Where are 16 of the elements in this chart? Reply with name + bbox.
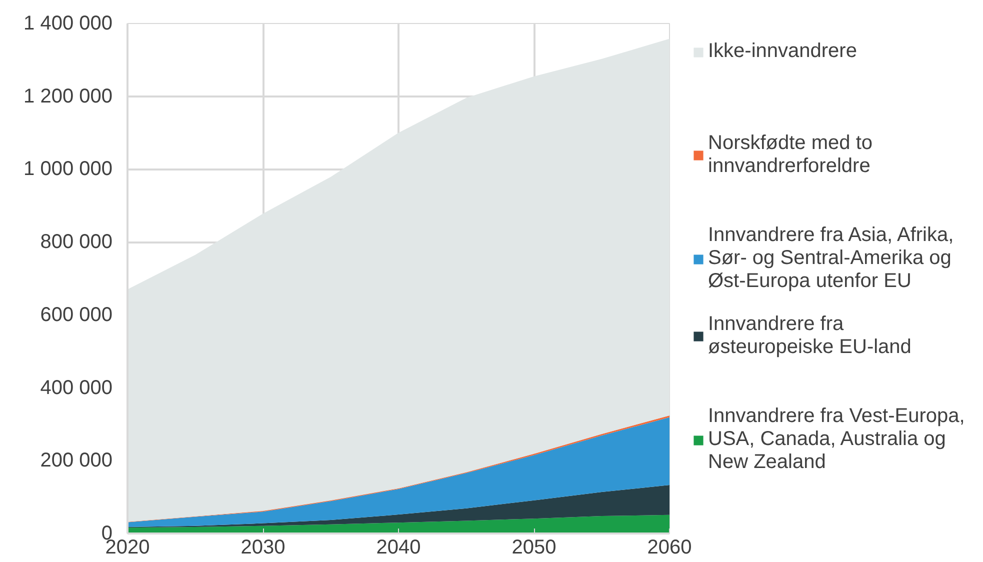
legend-label: Ikke-innvandrere — [708, 40, 857, 64]
x-tick-label: 2040 — [376, 536, 421, 558]
y-tick-label: 800 000 — [40, 231, 112, 254]
legend-label: Norskfødte med to innvandrerforeldre — [708, 132, 873, 178]
y-tick-label: 1 200 000 — [24, 85, 113, 108]
y-tick-label: 200 000 — [40, 450, 112, 472]
legend-label: Innvandrere fra Asia, Afrika, Sør- og Sentral-Amerika og Øst-Europa utenfor EU — [708, 224, 954, 293]
x-tick-label: 2050 — [512, 536, 556, 558]
legend-label: Innvandrere fra Vest-Europa, USA, Canada, Australia og New Zealand — [708, 405, 965, 474]
y-tick-label: 1 400 000 — [24, 12, 113, 34]
y-tick-label: 400 000 — [40, 376, 112, 399]
y-tick-label: 600 000 — [40, 304, 112, 326]
y-tick-label: 1 000 000 — [24, 158, 113, 180]
x-tick-label: 2030 — [240, 536, 286, 558]
x-tick-label: 2060 — [647, 536, 692, 558]
legend-label: Innvandrere fra østeuropeiske EU-land — [708, 313, 912, 360]
